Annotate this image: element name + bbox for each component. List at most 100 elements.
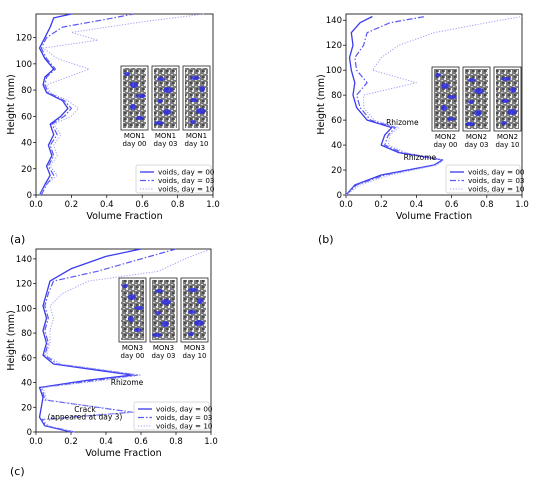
x-tick-label: 1.0 [515, 200, 529, 210]
void-blob [134, 306, 144, 310]
legend-label: voids, day = 00 [156, 405, 213, 414]
void-blob [154, 121, 164, 125]
inset-label: day 03 [153, 140, 177, 148]
series-line [40, 248, 177, 433]
plot-frame [35, 248, 212, 433]
y-axis-label: Height (mm) [316, 74, 327, 134]
inset-label: MON2 [435, 133, 456, 141]
inset-label: MON2 [466, 133, 487, 141]
legend-label: voids, day = 03 [156, 413, 212, 422]
void-blob [507, 109, 517, 115]
void-blob [157, 99, 163, 103]
inset-label: day 00 [433, 141, 457, 149]
series-line [345, 15, 444, 196]
annotation-label: (appeared at day 3) [48, 413, 123, 422]
y-tick-label: 0 [337, 191, 342, 201]
legend-label: voids, day = 03 [158, 176, 214, 185]
y-tick-label: 80 [21, 329, 32, 339]
y-tick-label: 20 [21, 403, 32, 413]
y-tick-label: 40 [21, 139, 32, 149]
x-tick-label: 0.8 [171, 200, 185, 210]
x-tick-label: 0.4 [99, 437, 113, 447]
inset-label: MON3 [184, 344, 205, 352]
y-axis-label: Height (mm) [6, 74, 17, 134]
y-tick-label: 80 [21, 86, 32, 96]
inset-label: day 10 [495, 141, 519, 149]
inset-label: day 03 [464, 141, 488, 149]
panel-label: (a) [10, 233, 25, 246]
x-tick-label: 0.4 [100, 200, 114, 210]
void-blob [196, 108, 206, 114]
chart-panel-1: 0.0 0.2 0.4 0.6 0.8 1.0 0 20 40 60 80 100 120 Volume … [6, 13, 220, 246]
series-line [39, 13, 205, 196]
void-blob [157, 77, 165, 81]
x-axis-label: Volume Fraction [86, 211, 162, 222]
void-blob [501, 77, 511, 81]
void-blob [194, 320, 204, 326]
void-blob [190, 76, 200, 80]
y-tick-label: 120 [16, 280, 32, 290]
void-blob [501, 99, 509, 103]
inset-label: MON3 [122, 344, 143, 352]
void-blob [130, 104, 136, 110]
legend-box [445, 164, 521, 194]
inset-image [121, 280, 144, 340]
void-blob [447, 95, 457, 99]
y-tick-label: 60 [21, 354, 32, 364]
y-tick-label: 0 [27, 428, 32, 438]
void-blob [468, 100, 474, 104]
void-blob [465, 122, 475, 126]
y-tick-label: 100 [16, 60, 32, 70]
inset-label: MON1 [124, 132, 145, 140]
inset-image [465, 69, 488, 129]
annotation-label: Rhizome [404, 153, 437, 162]
legend-box [135, 164, 212, 194]
void-blob [190, 120, 196, 124]
x-tick-label: 0.4 [410, 200, 424, 210]
series-line [42, 248, 212, 433]
void-blob [136, 94, 146, 98]
void-blob [124, 72, 130, 76]
plot-frame [35, 13, 214, 196]
annotation-label: Rhizome [111, 378, 144, 387]
void-blob [134, 328, 142, 332]
series-line [40, 13, 134, 196]
y-tick-label: 120 [326, 41, 342, 51]
void-blob [122, 284, 128, 288]
void-blob [155, 311, 161, 315]
void-blob [163, 109, 171, 115]
legend-label: voids, day = 00 [468, 168, 525, 177]
void-blob [188, 288, 198, 292]
x-tick-label: 0.6 [445, 200, 459, 210]
y-tick-label: 40 [331, 141, 342, 151]
x-tick-label: 0.2 [65, 200, 79, 210]
inset-label: day 00 [122, 140, 146, 148]
void-blob [501, 121, 507, 125]
inset-image [152, 280, 175, 340]
x-axis-label: Volume Fraction [396, 211, 472, 222]
legend-label: voids, day = 03 [468, 176, 524, 185]
void-blob [435, 73, 441, 77]
x-tick-label: 0.2 [64, 437, 78, 447]
void-blob [510, 87, 516, 93]
y-tick-label: 60 [331, 116, 342, 126]
void-blob [441, 105, 447, 111]
void-blob [161, 321, 169, 327]
void-blob [190, 98, 198, 102]
x-tick-label: 0.2 [374, 200, 388, 210]
y-tick-label: 40 [21, 379, 32, 389]
void-blob [468, 78, 476, 82]
y-tick-label: 140 [16, 255, 32, 265]
series-line [38, 13, 72, 196]
void-blob [152, 333, 162, 337]
inset-label: day 03 [151, 352, 175, 360]
